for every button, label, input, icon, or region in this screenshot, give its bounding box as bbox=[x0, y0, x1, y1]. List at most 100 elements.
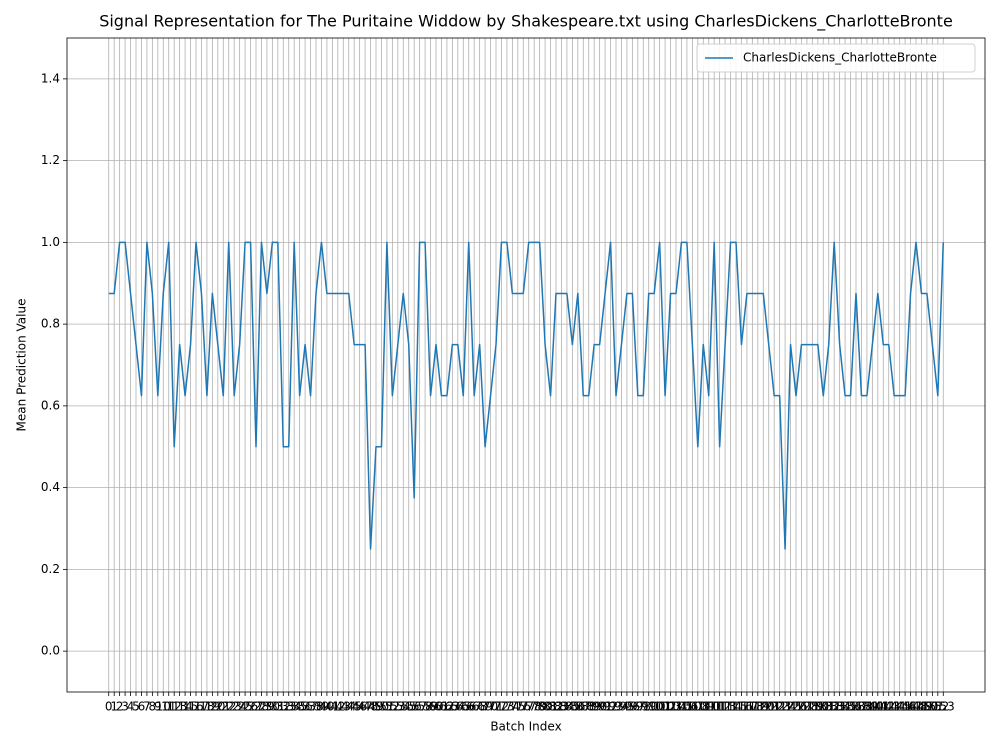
x-tick-label: 96 bbox=[625, 700, 640, 714]
x-tick-label: 88 bbox=[581, 700, 596, 714]
x-tick-label: 28 bbox=[254, 700, 269, 714]
x-tick-label: 74 bbox=[505, 700, 520, 714]
x-tick-label: 38 bbox=[308, 700, 323, 714]
x-tick-label: 41 bbox=[325, 700, 340, 714]
x-tick-label: 20 bbox=[210, 700, 225, 714]
x-tick-label: 59 bbox=[423, 700, 438, 714]
x-tick-label: 138 bbox=[850, 700, 873, 714]
x-tick-label: 45 bbox=[347, 700, 362, 714]
x-tick-label: 118 bbox=[741, 700, 764, 714]
y-tick-label: 1.2 bbox=[41, 153, 60, 167]
x-tick-label: 116 bbox=[730, 700, 753, 714]
x-tick-label: 130 bbox=[806, 700, 829, 714]
x-tick-label: 144 bbox=[883, 700, 906, 714]
x-tick-label: 62 bbox=[439, 700, 454, 714]
x-tick-label: 67 bbox=[467, 700, 482, 714]
x-tick-label: 110 bbox=[697, 700, 720, 714]
x-tick-label: 97 bbox=[630, 700, 645, 714]
x-tick-label: 18 bbox=[199, 700, 214, 714]
chart-title: Signal Representation for The Puritaine … bbox=[99, 12, 953, 32]
x-tick-label: 5 bbox=[132, 700, 140, 714]
x-tick-label: 98 bbox=[636, 700, 651, 714]
x-tick-label: 102 bbox=[654, 700, 677, 714]
series-line bbox=[108, 241, 945, 550]
x-tick-label: 58 bbox=[417, 700, 432, 714]
x-tick-label: 76 bbox=[516, 700, 531, 714]
x-tick-label: 33 bbox=[281, 700, 296, 714]
x-tick-label: 153 bbox=[932, 700, 955, 714]
x-tick-label: 19 bbox=[205, 700, 220, 714]
x-tick-label: 146 bbox=[894, 700, 917, 714]
x-tick-label: 23 bbox=[227, 700, 242, 714]
x-tick-label: 43 bbox=[336, 700, 351, 714]
x-tick-label: 92 bbox=[603, 700, 618, 714]
x-tick-label: 75 bbox=[510, 700, 525, 714]
x-tick-label: 148 bbox=[905, 700, 928, 714]
x-tick-label: 14 bbox=[177, 700, 192, 714]
legend: CharlesDickens_CharlotteBronte bbox=[696, 43, 976, 73]
x-tick-label: 49 bbox=[368, 700, 383, 714]
x-tick-label: 86 bbox=[570, 700, 585, 714]
x-tick-label: 115 bbox=[725, 700, 748, 714]
x-tick-label: 39 bbox=[314, 700, 329, 714]
x-tick-label: 145 bbox=[888, 700, 911, 714]
y-tick-label: 0.6 bbox=[41, 398, 60, 412]
x-tick-label: 131 bbox=[812, 700, 835, 714]
x-tick-label: 109 bbox=[692, 700, 715, 714]
x-tick-label: 121 bbox=[757, 700, 780, 714]
x-tick-label: 82 bbox=[548, 700, 563, 714]
x-tick-label: 34 bbox=[287, 700, 302, 714]
x-tick-label: 108 bbox=[686, 700, 709, 714]
x-tick-label: 99 bbox=[641, 700, 656, 714]
x-tick-label: 142 bbox=[872, 700, 895, 714]
x-tick-label: 143 bbox=[877, 700, 900, 714]
x-tick-label: 1 bbox=[110, 700, 118, 714]
x-tick-label: 36 bbox=[297, 700, 312, 714]
legend-box bbox=[696, 43, 976, 73]
y-tick-label: 0.4 bbox=[41, 480, 60, 494]
x-tick-label: 66 bbox=[461, 700, 476, 714]
x-tick-label: 139 bbox=[855, 700, 878, 714]
x-tick-label: 46 bbox=[352, 700, 367, 714]
x-tick-label: 124 bbox=[774, 700, 797, 714]
x-tick-label: 122 bbox=[763, 700, 786, 714]
y-tick-label: 0.8 bbox=[41, 317, 60, 331]
x-tick-label: 0 bbox=[105, 700, 113, 714]
x-tick-label: 64 bbox=[450, 700, 465, 714]
x-tick-label: 113 bbox=[714, 700, 737, 714]
y-tick-label: 0.2 bbox=[41, 562, 60, 576]
x-tick-label: 22 bbox=[221, 700, 236, 714]
x-tick-label: 65 bbox=[456, 700, 471, 714]
x-axis-label: Batch Index bbox=[490, 720, 561, 734]
x-tick-label: 60 bbox=[428, 700, 443, 714]
x-tick-label: 10 bbox=[156, 700, 171, 714]
x-tick-label: 87 bbox=[576, 700, 591, 714]
x-tick-label: 57 bbox=[412, 700, 427, 714]
x-tick-label: 151 bbox=[921, 700, 944, 714]
x-tick-label: 117 bbox=[735, 700, 758, 714]
x-tick-label: 103 bbox=[659, 700, 682, 714]
x-tick-label: 29 bbox=[259, 700, 274, 714]
x-tick-label: 50 bbox=[374, 700, 389, 714]
x-tick-label: 132 bbox=[817, 700, 840, 714]
x-tick-label: 104 bbox=[665, 700, 688, 714]
x-tick-label: 12 bbox=[167, 700, 182, 714]
x-tick-label: 47 bbox=[357, 700, 372, 714]
x-tick-label: 135 bbox=[834, 700, 857, 714]
x-tick-label: 129 bbox=[801, 700, 824, 714]
x-tick-label: 42 bbox=[330, 700, 345, 714]
x-tick-label: 8 bbox=[149, 700, 157, 714]
x-tick-label: 24 bbox=[232, 700, 247, 714]
x-tick-label: 13 bbox=[172, 700, 187, 714]
x-tick-label: 100 bbox=[643, 700, 666, 714]
x-tick-label: 89 bbox=[587, 700, 602, 714]
plot-frame bbox=[66, 37, 986, 693]
x-tick-label: 72 bbox=[494, 700, 509, 714]
x-tick-label: 27 bbox=[248, 700, 263, 714]
x-tick-label: 55 bbox=[401, 700, 416, 714]
x-tick-label: 17 bbox=[194, 700, 209, 714]
x-tick-label: 56 bbox=[407, 700, 422, 714]
x-tick-label: 77 bbox=[521, 700, 536, 714]
x-tick-label: 127 bbox=[790, 700, 813, 714]
